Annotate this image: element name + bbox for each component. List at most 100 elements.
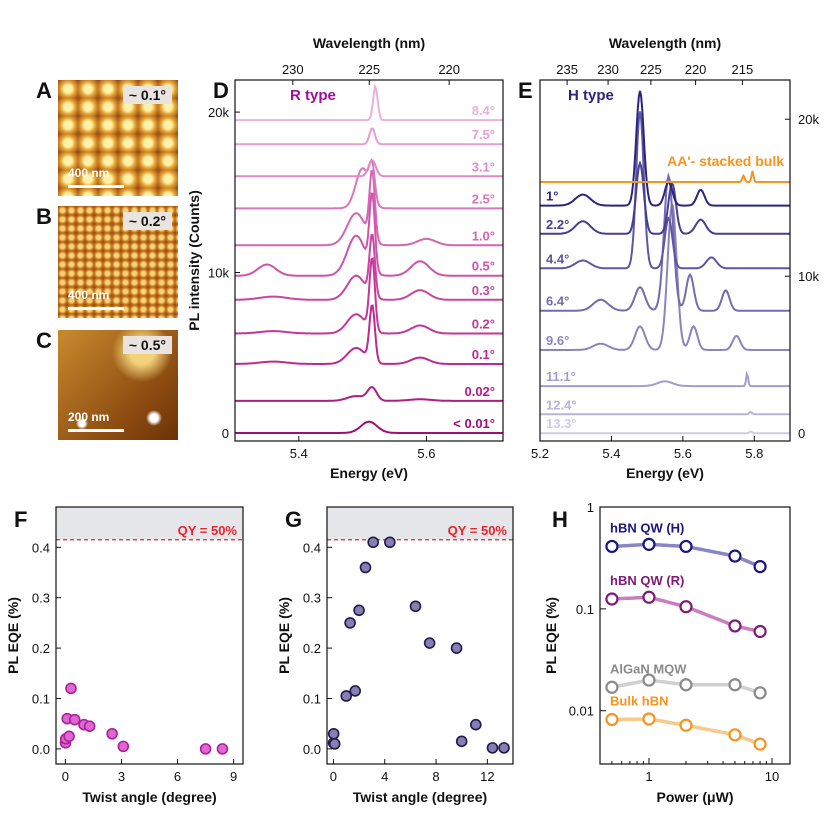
series-label: 8.4° bbox=[472, 103, 495, 118]
data-point bbox=[753, 686, 767, 700]
data-point bbox=[353, 604, 365, 617]
panel-letter: D bbox=[213, 78, 229, 103]
spectrum-curve bbox=[540, 160, 790, 235]
top-axis-label: Wavelength (nm) bbox=[313, 35, 425, 51]
qy-region bbox=[327, 507, 513, 540]
scale-bar-text: 400 nm bbox=[68, 288, 110, 302]
data-point bbox=[423, 637, 436, 649]
top-tick-label: 230 bbox=[597, 62, 619, 77]
series-label: 0.2° bbox=[472, 317, 495, 332]
y-tick-label: 0.2 bbox=[303, 641, 321, 656]
y-tick-label: 0.1 bbox=[32, 691, 50, 706]
data-point bbox=[340, 690, 353, 702]
series-label: hBN QW (H) bbox=[610, 520, 684, 535]
top-tick-label: 225 bbox=[640, 62, 662, 77]
y-axis-label: PL EQE (%) bbox=[5, 597, 21, 674]
top-axis-label: Wavelength (nm) bbox=[609, 35, 721, 51]
qy-region bbox=[56, 507, 243, 540]
y-axis-label: PL EQE (%) bbox=[543, 597, 559, 674]
data-point bbox=[367, 536, 379, 549]
data-point bbox=[605, 539, 619, 554]
data-point bbox=[199, 743, 212, 755]
data-point bbox=[605, 592, 619, 606]
panel-g: G QY = 50% 0 4 8 12 0.0 0.1 0.2 0.3 0.4 Twist angle… bbox=[276, 506, 514, 805]
spectrum-curve bbox=[235, 83, 503, 122]
data-point bbox=[605, 712, 619, 727]
data-point bbox=[328, 738, 341, 750]
plot-frame bbox=[599, 506, 791, 765]
x-tick-label: 0 bbox=[62, 769, 69, 784]
spectrum-curve bbox=[235, 127, 503, 146]
panel-letter: H bbox=[552, 507, 568, 532]
data-point bbox=[498, 742, 510, 754]
scale-bar bbox=[68, 429, 124, 432]
plot-frame bbox=[234, 79, 504, 442]
y-tick-label: 0 bbox=[222, 426, 229, 441]
y-tick-label: 20k bbox=[798, 112, 819, 127]
data-point bbox=[753, 737, 767, 751]
series-label: 0.5° bbox=[472, 259, 495, 274]
series-label: 11.1° bbox=[546, 369, 576, 384]
data-point bbox=[679, 678, 693, 692]
x-tick-label: 10 bbox=[765, 769, 779, 784]
data-point bbox=[642, 537, 656, 551]
x-axis-label: Twist angle (degree) bbox=[353, 789, 487, 805]
spectrum-curve bbox=[235, 170, 503, 247]
x-tick-label: 3 bbox=[118, 769, 125, 784]
x-tick-label: 9 bbox=[230, 769, 237, 784]
x-axis-label: Energy (eV) bbox=[330, 465, 408, 481]
x-tick-label: 5.8 bbox=[745, 446, 763, 461]
y-axis-label: PL intensity (Counts) bbox=[186, 190, 202, 331]
x-tick-label: 4 bbox=[381, 769, 388, 784]
data-point bbox=[728, 678, 742, 692]
x-tick-label: 0 bbox=[330, 769, 337, 784]
spectrum-curve bbox=[540, 370, 790, 388]
x-tick-label: 6 bbox=[174, 769, 181, 784]
afm-image-c: ~ 0.5° 200 nm bbox=[58, 330, 178, 440]
data-point bbox=[344, 617, 356, 629]
data-point bbox=[642, 590, 656, 604]
afm-image-b: ~ 0.2° 400 nm bbox=[58, 206, 178, 318]
y-tick-label: 0.0 bbox=[303, 742, 321, 757]
panel-letter-b: B bbox=[36, 204, 52, 229]
y-tick-label: 0.1 bbox=[303, 691, 321, 706]
series-label: Bulk hBN bbox=[610, 694, 669, 709]
panel-letter: E bbox=[518, 78, 533, 103]
data-point bbox=[65, 682, 77, 695]
series-label: 1.0° bbox=[472, 228, 495, 243]
data-point bbox=[68, 713, 81, 726]
twist-angle-label: ~ 0.5° bbox=[122, 336, 172, 354]
series-label: 0.3° bbox=[472, 283, 495, 298]
series-label: 2.2° bbox=[546, 217, 569, 232]
x-tick-label: 5.4 bbox=[290, 446, 308, 461]
series-label: 7.5° bbox=[472, 127, 495, 142]
series-label: 3.1° bbox=[472, 159, 495, 174]
series-label: 0.1° bbox=[472, 347, 495, 362]
data-point bbox=[642, 673, 656, 687]
top-tick-label: 220 bbox=[685, 62, 707, 77]
spectrum-curve bbox=[234, 233, 503, 301]
y-tick-label: 0.1 bbox=[576, 602, 594, 617]
data-point bbox=[216, 743, 229, 755]
twist-angle-label: ~ 0.1° bbox=[122, 86, 172, 104]
data-point bbox=[106, 727, 118, 740]
top-tick-label: 235 bbox=[556, 62, 578, 77]
spectrum-curve bbox=[235, 192, 503, 277]
series-label: 13.3° bbox=[546, 416, 577, 431]
data-point bbox=[384, 536, 396, 549]
scale-bar bbox=[68, 307, 124, 310]
top-tick-label: 220 bbox=[438, 62, 460, 77]
data-point bbox=[679, 600, 693, 614]
data-point bbox=[679, 539, 693, 554]
data-point bbox=[409, 600, 422, 613]
y-tick-label: 0.3 bbox=[32, 591, 50, 606]
plot-frame bbox=[539, 79, 791, 442]
data-point bbox=[469, 718, 482, 731]
panel-letter: G bbox=[285, 507, 302, 532]
stacking-type-label: R type bbox=[290, 87, 336, 104]
scale-bar bbox=[68, 185, 124, 188]
scale-bar-text: 200 nm bbox=[68, 410, 110, 424]
twist-angle-label: ~ 0.2° bbox=[122, 212, 172, 230]
x-tick-label: 5.6 bbox=[417, 446, 435, 461]
